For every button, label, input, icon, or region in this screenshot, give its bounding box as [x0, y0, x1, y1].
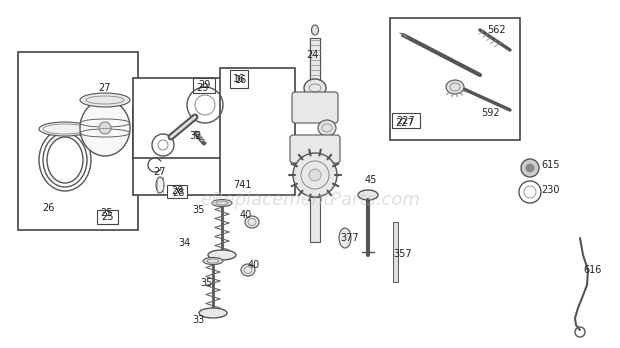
- Text: 27: 27: [153, 167, 166, 177]
- Text: 25: 25: [100, 208, 112, 218]
- Text: 16: 16: [233, 74, 245, 84]
- Ellipse shape: [208, 250, 236, 260]
- Text: 35: 35: [192, 205, 205, 215]
- Text: 592: 592: [481, 108, 500, 118]
- Bar: [193, 78, 215, 93]
- Bar: [393, 222, 398, 282]
- Ellipse shape: [156, 177, 164, 193]
- Bar: [133, 108, 235, 195]
- Ellipse shape: [311, 25, 319, 35]
- Bar: [167, 185, 187, 198]
- Text: eReplacementParts.com: eReplacementParts.com: [200, 191, 420, 209]
- Ellipse shape: [245, 216, 259, 228]
- Text: 616: 616: [583, 265, 601, 275]
- Bar: [220, 68, 295, 195]
- Text: 34: 34: [178, 238, 190, 248]
- Text: 377: 377: [340, 233, 358, 243]
- Text: 40: 40: [240, 210, 252, 220]
- Ellipse shape: [199, 308, 227, 318]
- Ellipse shape: [358, 190, 378, 200]
- Ellipse shape: [241, 264, 255, 276]
- Text: 32: 32: [189, 131, 202, 141]
- Ellipse shape: [304, 79, 326, 97]
- FancyBboxPatch shape: [292, 92, 338, 123]
- FancyBboxPatch shape: [290, 135, 340, 163]
- Text: 28: 28: [171, 187, 183, 197]
- Text: 25: 25: [101, 212, 113, 222]
- Circle shape: [293, 153, 337, 197]
- Text: 357: 357: [393, 249, 412, 259]
- Bar: [230, 70, 248, 88]
- Bar: [310, 197, 320, 242]
- Ellipse shape: [212, 199, 232, 206]
- Ellipse shape: [80, 93, 130, 107]
- Text: 45: 45: [365, 175, 378, 185]
- Text: 28: 28: [172, 188, 184, 198]
- Ellipse shape: [80, 100, 130, 156]
- Circle shape: [526, 164, 534, 172]
- Bar: [392, 113, 420, 128]
- Circle shape: [309, 169, 321, 181]
- Text: 26: 26: [42, 203, 55, 213]
- Bar: [97, 210, 118, 224]
- Bar: [390, 18, 520, 140]
- Text: 29: 29: [198, 80, 210, 90]
- Text: 230: 230: [541, 185, 559, 195]
- Ellipse shape: [99, 122, 111, 134]
- Text: 16: 16: [235, 75, 247, 85]
- Circle shape: [521, 159, 539, 177]
- Bar: [133, 78, 235, 158]
- Text: 562: 562: [487, 25, 506, 35]
- Text: 227: 227: [395, 118, 414, 128]
- Text: 24: 24: [306, 50, 319, 60]
- Ellipse shape: [446, 80, 464, 94]
- Ellipse shape: [339, 228, 351, 248]
- Ellipse shape: [39, 122, 91, 136]
- Bar: [18, 52, 138, 230]
- Text: 29: 29: [196, 83, 208, 93]
- Text: 35: 35: [200, 278, 213, 288]
- Text: 741: 741: [233, 180, 252, 190]
- Text: 33: 33: [192, 315, 204, 325]
- Ellipse shape: [318, 120, 336, 136]
- Text: 227: 227: [397, 116, 415, 126]
- Text: 615: 615: [541, 160, 559, 170]
- Text: 40: 40: [248, 260, 260, 270]
- Bar: [310, 38, 320, 80]
- Ellipse shape: [203, 258, 223, 264]
- Text: 27: 27: [98, 83, 110, 93]
